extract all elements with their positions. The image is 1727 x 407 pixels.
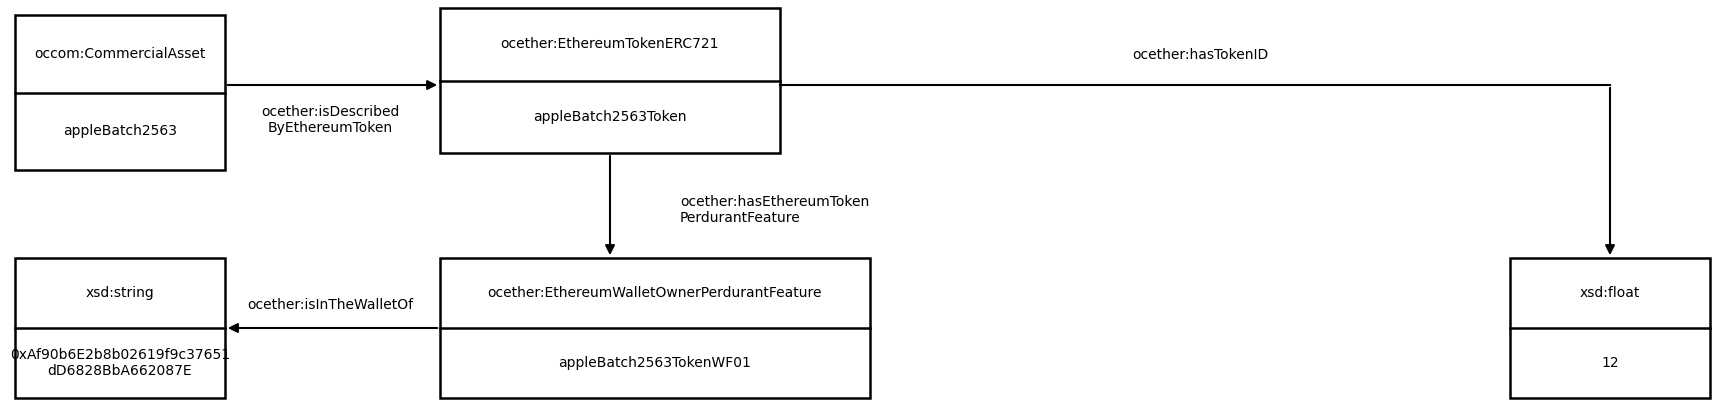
Bar [16,15,225,170]
Text: occom:CommercialAsset: occom:CommercialAsset [35,47,206,61]
Text: ocether:EthereumWalletOwnerPerdurantFeature: ocether:EthereumWalletOwnerPerdurantFeat… [487,286,822,300]
Text: appleBatch2563TokenWF01: appleBatch2563TokenWF01 [558,356,751,370]
Text: ocether:isInTheWalletOf: ocether:isInTheWalletOf [247,298,413,312]
Text: appleBatch2563Token: appleBatch2563Token [534,110,687,124]
Text: 0xAf90b6E2b8b02619f9c37651
dD6828BbA662087E: 0xAf90b6E2b8b02619f9c37651 dD6828BbA6620… [10,348,230,378]
Text: xsd:float: xsd:float [1580,286,1641,300]
Text: ocether:hasEthereumToken
PerdurantFeature: ocether:hasEthereumToken PerdurantFeatur… [680,195,869,225]
Text: ocether:EthereumTokenERC721: ocether:EthereumTokenERC721 [501,37,718,51]
Bar [1509,258,1710,398]
Text: ocether:hasTokenID: ocether:hasTokenID [1131,48,1268,62]
Bar [440,8,781,153]
Bar [440,258,870,398]
Text: 12: 12 [1601,356,1618,370]
Text: appleBatch2563: appleBatch2563 [62,124,176,138]
Text: ocether:isDescribed
ByEthereumToken: ocether:isDescribed ByEthereumToken [261,105,399,135]
Text: xsd:string: xsd:string [86,286,154,300]
Bar [16,258,225,398]
